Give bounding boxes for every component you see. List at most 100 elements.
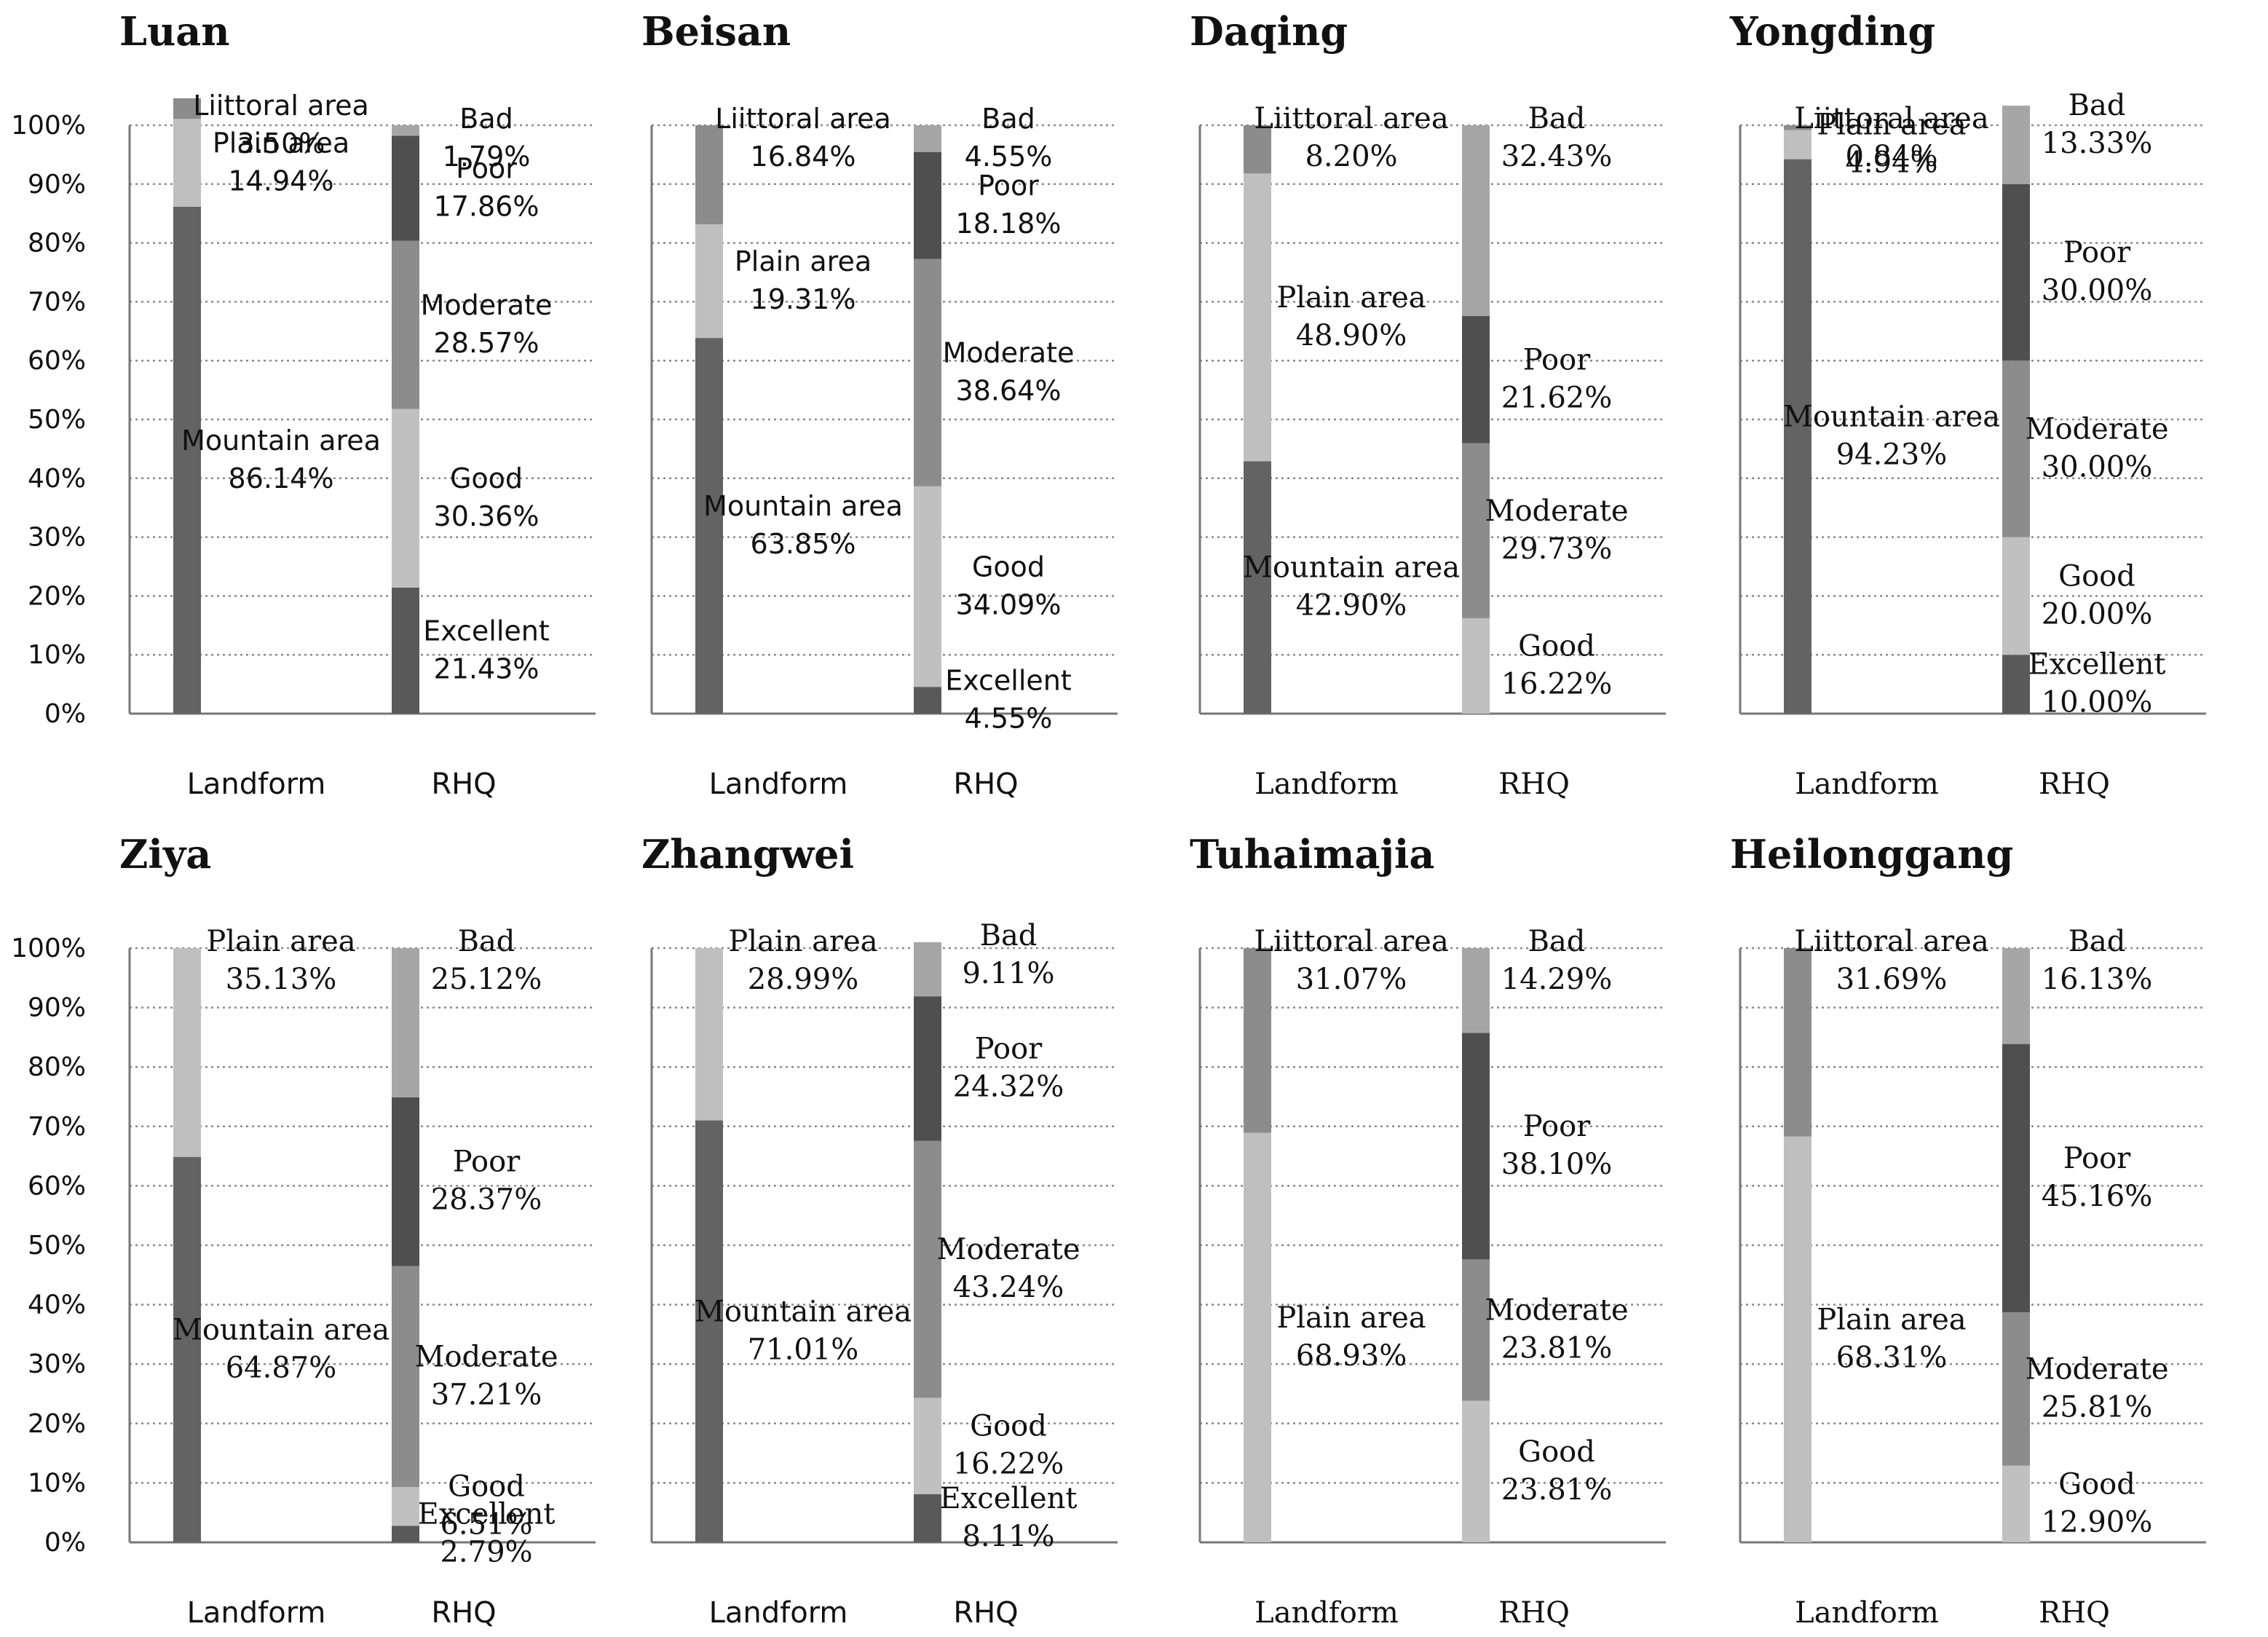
rhq-bar-excellent	[914, 1494, 941, 1542]
rhq-segment-value: 2.79%	[440, 1536, 532, 1569]
landform-bar-liittoral-area	[1244, 125, 1271, 174]
y-tick-label: 50%	[28, 405, 86, 435]
panel-title: Beisan	[641, 8, 791, 55]
rhq-segment-name: Excellent	[940, 1482, 1078, 1515]
rhq-segment-name: Good	[970, 1410, 1047, 1443]
rhq-segment-value: 45.16%	[2042, 1180, 2153, 1213]
category-label-landform: Landform	[1254, 1596, 1399, 1630]
rhq-segment-name: Good	[448, 1470, 525, 1504]
landform-segment-name: Mountain area	[173, 1313, 390, 1346]
rhq-segment-name: Excellent	[2028, 648, 2166, 682]
landform-segment-value: 42.90%	[1296, 589, 1407, 623]
landform-bar-plain-area	[1244, 173, 1271, 462]
rhq-segment-name: Poor	[975, 1032, 1043, 1065]
landform-bar-liittoral-area	[1784, 948, 1811, 1137]
landform-segment-name: Plain area	[206, 925, 355, 958]
landform-segment-value: 86.14%	[229, 462, 334, 494]
rhq-bar-good	[1462, 1400, 1490, 1542]
landform-bar-plain-area	[1784, 1136, 1811, 1542]
landform-segment-value: 94.23%	[1836, 438, 1948, 471]
landform-segment-name: Liittoral area	[715, 103, 891, 135]
rhq-bar-bad	[914, 942, 941, 997]
rhq-segment-name: Poor	[2063, 236, 2131, 269]
rhq-segment-name: Moderate	[1485, 494, 1628, 528]
y-tick-label: 60%	[28, 346, 86, 376]
landform-segment-value: 19.31%	[751, 283, 856, 315]
landform-segment-value: 71.01%	[748, 1333, 859, 1366]
landform-segment-name: Liittoral area	[1254, 102, 1448, 135]
rhq-bar-bad	[2002, 948, 2030, 1044]
panel-luan: Luan 0% 10% 20% 30% 40% 50% 60% 70% 80% 90% 100% Lan…	[11, 8, 596, 801]
panel-heilonggang: Heilonggang Landform RHQ Plain area 68.31% Li…	[1730, 831, 2206, 1630]
landform-bar-plain-area	[695, 224, 723, 339]
rhq-bar-poor	[1462, 1033, 1490, 1260]
rhq-bar-moderate	[2002, 1312, 2030, 1466]
panel-title: Zhangwei	[641, 831, 854, 877]
rhq-bar-good	[2002, 537, 2030, 655]
rhq-bar-moderate	[392, 1266, 419, 1488]
rhq-bar-excellent	[392, 587, 419, 714]
rhq-segment-value: 9.11%	[962, 957, 1054, 990]
rhq-segment-name: Excellent	[423, 615, 550, 647]
landform-segment-name: Liittoral area	[1794, 102, 1988, 135]
category-label-rhq: RHQ	[2039, 768, 2110, 801]
landform-segment-value: 3.50%	[237, 127, 325, 159]
rhq-bar-poor	[392, 1097, 419, 1266]
rhq-segment-name: Moderate	[414, 1340, 558, 1373]
rhq-segment-name: Moderate	[2025, 1352, 2168, 1386]
rhq-segment-value: 28.57%	[434, 327, 540, 359]
y-tick-label: 0%	[44, 699, 86, 729]
landform-bar-mountain-area	[1244, 461, 1271, 714]
panel-title: Tuhaimajia	[1190, 831, 1434, 877]
rhq-bar-excellent	[2002, 655, 2030, 714]
rhq-segment-value: 4.55%	[965, 703, 1053, 735]
category-label-landform: Landform	[187, 768, 326, 801]
panel-daqing: Daqing Landform RHQ Mountain area 42.90% Plai…	[1190, 8, 1666, 801]
landform-segment-name: Liittoral area	[1254, 925, 1448, 958]
rhq-bar-poor	[1462, 316, 1490, 443]
category-label-landform: Landform	[709, 1596, 848, 1630]
rhq-bar-poor	[392, 135, 419, 241]
rhq-segment-name: Moderate	[936, 1233, 1080, 1266]
rhq-segment-name: Poor	[453, 1145, 521, 1179]
landform-segment-value: 4.94%	[1845, 146, 1937, 180]
landform-segment-name: Plain area	[1817, 1303, 1966, 1336]
rhq-bar-good	[1462, 618, 1490, 714]
rhq-segment-value: 21.43%	[434, 652, 540, 685]
rhq-segment-value: 16.22%	[953, 1448, 1064, 1481]
rhq-bar-moderate	[1462, 1259, 1490, 1401]
rhq-segment-value: 28.37%	[431, 1183, 542, 1217]
y-tick-label: 70%	[28, 287, 86, 317]
landform-bar-plain-area	[1784, 130, 1811, 159]
y-tick-label: 90%	[28, 170, 86, 200]
rhq-segment-name: Excellent	[945, 665, 1072, 697]
rhq-segment-value: 12.90%	[2042, 1505, 2153, 1539]
rhq-bar-moderate	[914, 1140, 941, 1398]
rhq-segment-value: 38.10%	[1501, 1148, 1613, 1181]
category-label-rhq: RHQ	[431, 1596, 496, 1630]
rhq-segment-name: Good	[450, 462, 523, 494]
landform-segment-value: 31.07%	[1296, 963, 1407, 996]
rhq-segment-value: 38.64%	[956, 375, 1062, 407]
rhq-bar-good	[2002, 1465, 2030, 1542]
y-tick-label: 80%	[28, 1052, 86, 1082]
y-tick-label: 30%	[28, 1349, 86, 1379]
panel-title: Luan	[119, 8, 229, 55]
y-tick-label: 40%	[28, 464, 86, 494]
landform-segment-name: Plain area	[1276, 1301, 1426, 1335]
landform-bar-plain-area	[695, 948, 723, 1121]
landform-segment-value: 16.84%	[751, 141, 856, 173]
landform-bar-mountain-area	[173, 1156, 201, 1542]
rhq-segment-name: Moderate	[1485, 1294, 1628, 1328]
rhq-segment-name: Poor	[978, 170, 1039, 202]
rhq-segment-value: 13.33%	[2042, 127, 2153, 160]
y-tick-label: 100%	[11, 111, 86, 141]
rhq-segment-value: 23.81%	[1501, 1332, 1613, 1365]
y-tick-label: 90%	[28, 993, 86, 1023]
panel-title: Ziya	[119, 831, 211, 877]
landform-segment-value: 28.99%	[748, 963, 859, 996]
y-tick-label: 50%	[28, 1231, 86, 1261]
rhq-segment-value: 14.29%	[1501, 963, 1613, 996]
rhq-segment-name: Moderate	[2025, 412, 2168, 446]
